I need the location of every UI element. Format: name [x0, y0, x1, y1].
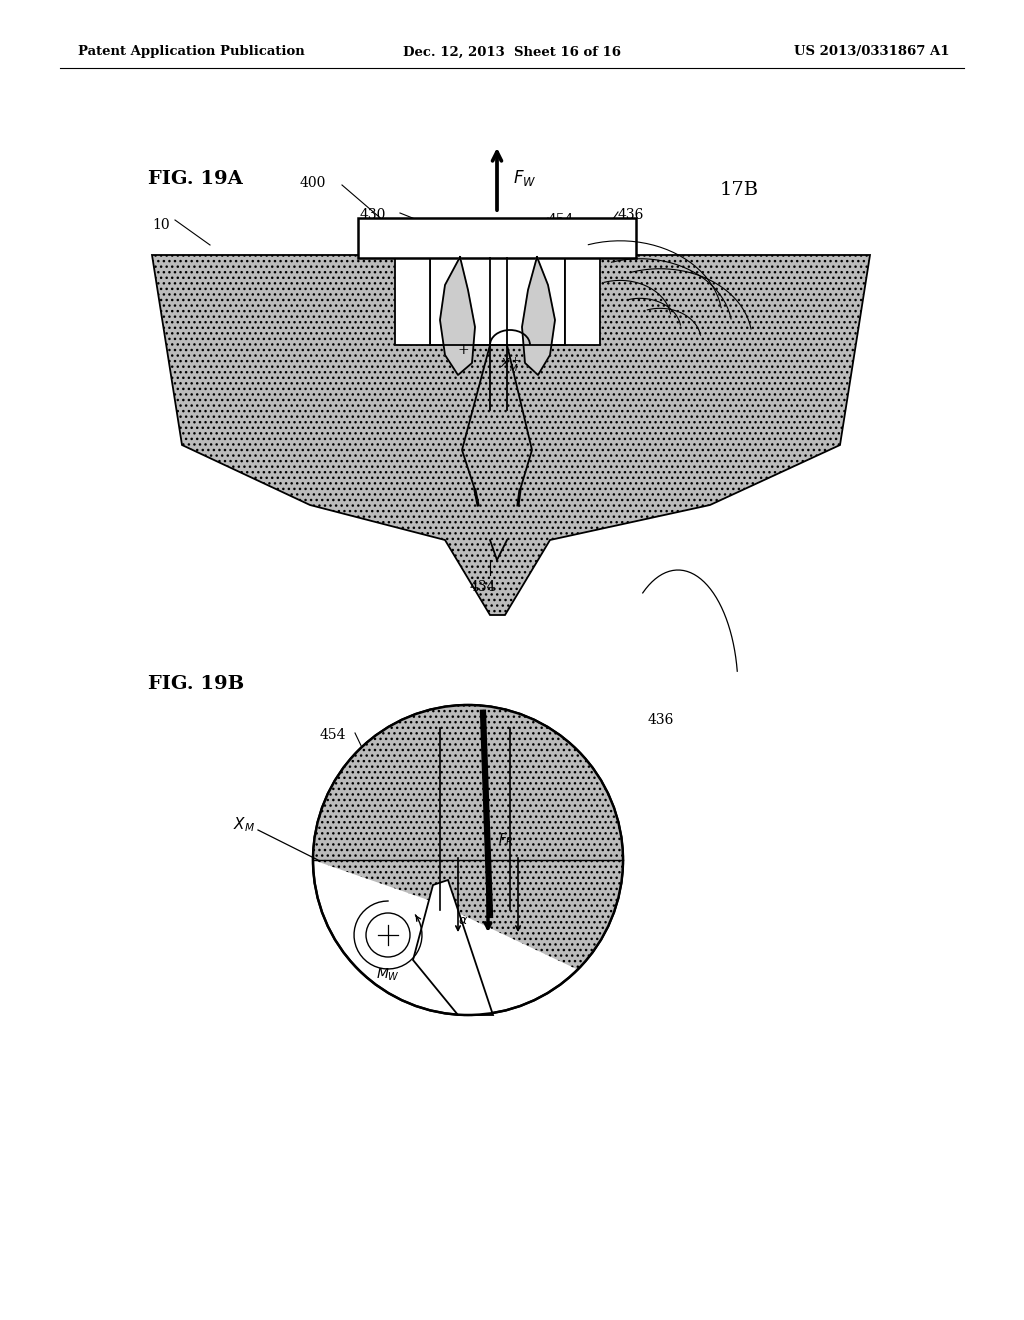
Text: 454: 454 — [548, 213, 574, 227]
Polygon shape — [413, 880, 493, 1015]
Text: $M_W$: $M_W$ — [376, 968, 400, 983]
Text: Patent Application Publication: Patent Application Publication — [78, 45, 305, 58]
Polygon shape — [358, 218, 636, 257]
Text: US 2013/0331867 A1: US 2013/0331867 A1 — [795, 45, 950, 58]
Text: $\alpha$: $\alpha$ — [458, 913, 468, 927]
Polygon shape — [565, 255, 600, 345]
Text: 436: 436 — [648, 713, 675, 727]
Text: +: + — [457, 343, 469, 356]
Text: 434: 434 — [470, 579, 497, 594]
Text: $X_M$: $X_M$ — [233, 816, 255, 834]
Text: FIG. 19A: FIG. 19A — [148, 170, 243, 187]
Text: 400: 400 — [300, 176, 327, 190]
Text: FIG. 19B: FIG. 19B — [148, 675, 245, 693]
Polygon shape — [313, 705, 623, 970]
Circle shape — [313, 705, 623, 1015]
Text: Dec. 12, 2013  Sheet 16 of 16: Dec. 12, 2013 Sheet 16 of 16 — [403, 45, 621, 58]
Text: 10: 10 — [152, 218, 170, 232]
Polygon shape — [522, 257, 555, 375]
Polygon shape — [395, 255, 430, 345]
Text: 430: 430 — [360, 209, 386, 222]
Text: $X_M^+$: $X_M^+$ — [500, 355, 520, 375]
Polygon shape — [440, 257, 475, 375]
Text: 436: 436 — [618, 209, 644, 222]
Polygon shape — [152, 255, 870, 615]
Text: $F_W$: $F_W$ — [513, 168, 537, 187]
Text: 17B: 17B — [720, 181, 759, 199]
Text: $F_R$: $F_R$ — [498, 832, 514, 849]
Text: 454: 454 — [319, 729, 346, 742]
Circle shape — [366, 913, 410, 957]
Polygon shape — [430, 255, 565, 345]
